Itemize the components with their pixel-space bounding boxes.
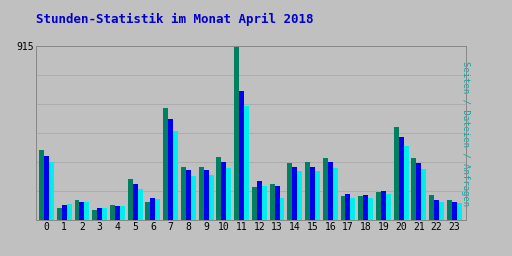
- Bar: [173, 131, 178, 220]
- Bar: [368, 198, 373, 220]
- Bar: [292, 166, 297, 220]
- Bar: [346, 194, 350, 220]
- Bar: [403, 146, 409, 220]
- Bar: [57, 208, 62, 220]
- Bar: [163, 108, 168, 220]
- Bar: [208, 175, 214, 220]
- Bar: [217, 157, 221, 220]
- Bar: [439, 202, 444, 220]
- Y-axis label: Seiten / Dateien / Anfragen: Seiten / Dateien / Anfragen: [461, 61, 470, 206]
- Bar: [168, 119, 173, 220]
- Bar: [186, 170, 191, 220]
- Bar: [305, 162, 310, 220]
- Bar: [358, 196, 363, 220]
- Bar: [297, 171, 302, 220]
- Bar: [434, 200, 439, 220]
- Bar: [62, 205, 67, 220]
- Bar: [138, 189, 143, 220]
- Bar: [199, 167, 204, 220]
- Bar: [110, 205, 115, 220]
- Bar: [181, 167, 186, 220]
- Bar: [244, 106, 249, 220]
- Bar: [310, 166, 315, 220]
- Bar: [234, 46, 239, 220]
- Bar: [376, 192, 381, 220]
- Bar: [102, 208, 107, 220]
- Bar: [155, 199, 160, 220]
- Bar: [115, 206, 120, 220]
- Bar: [381, 191, 386, 220]
- Bar: [257, 180, 262, 220]
- Bar: [421, 169, 426, 220]
- Bar: [239, 91, 244, 220]
- Bar: [226, 168, 231, 220]
- Bar: [39, 150, 44, 220]
- Bar: [44, 156, 49, 220]
- Bar: [252, 187, 257, 220]
- Bar: [120, 206, 125, 220]
- Bar: [340, 196, 346, 220]
- Bar: [452, 201, 457, 220]
- Bar: [204, 170, 208, 220]
- Bar: [280, 198, 285, 220]
- Bar: [323, 158, 328, 220]
- Bar: [262, 186, 267, 220]
- Bar: [84, 201, 90, 220]
- Bar: [221, 162, 226, 220]
- Bar: [127, 179, 133, 220]
- Bar: [429, 195, 434, 220]
- Bar: [350, 198, 355, 220]
- Bar: [447, 200, 452, 220]
- Bar: [67, 204, 72, 220]
- Bar: [75, 200, 79, 220]
- Bar: [416, 164, 421, 220]
- Bar: [333, 168, 338, 220]
- Bar: [270, 184, 274, 220]
- Bar: [79, 202, 84, 220]
- Bar: [97, 208, 102, 220]
- Bar: [457, 204, 462, 220]
- Bar: [92, 210, 97, 220]
- Bar: [328, 162, 333, 220]
- Bar: [394, 127, 399, 220]
- Bar: [274, 186, 280, 220]
- Bar: [363, 195, 368, 220]
- Bar: [399, 137, 403, 220]
- Text: Stunden-Statistik im Monat April 2018: Stunden-Statistik im Monat April 2018: [36, 13, 313, 26]
- Bar: [287, 163, 292, 220]
- Bar: [315, 171, 320, 220]
- Bar: [49, 162, 54, 220]
- Bar: [191, 176, 196, 220]
- Bar: [133, 184, 138, 220]
- Bar: [151, 198, 155, 220]
- Bar: [412, 158, 416, 220]
- Bar: [386, 194, 391, 220]
- Bar: [145, 202, 151, 220]
